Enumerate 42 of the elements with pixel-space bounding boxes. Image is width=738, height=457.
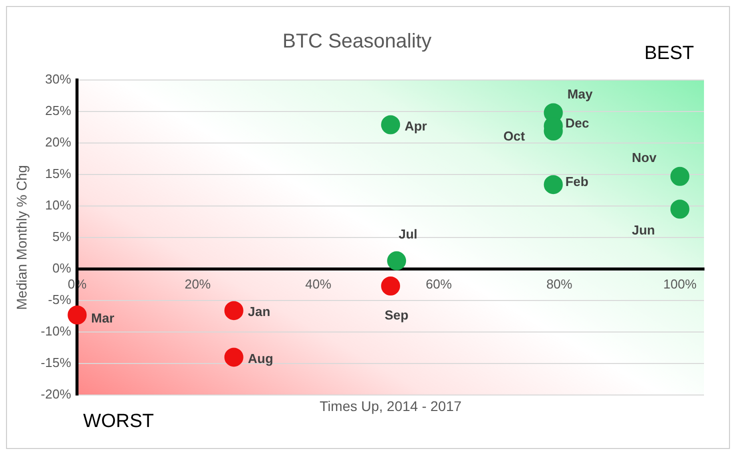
y-tick-label: -15% <box>40 355 72 370</box>
text: BEST <box>644 43 694 64</box>
point <box>670 166 690 186</box>
y-tick-label: 0% <box>52 260 72 276</box>
point <box>68 305 87 324</box>
point <box>544 175 563 194</box>
y-tick-label: 30% <box>45 72 72 87</box>
annotation: Sep <box>384 308 408 323</box>
annotation: May <box>567 86 594 102</box>
y-tick-label: 25% <box>45 103 72 118</box>
point <box>670 200 690 219</box>
annotation: Nov <box>632 150 658 165</box>
point <box>381 115 400 134</box>
point <box>224 301 244 320</box>
x-tick-label: 60% <box>426 276 452 292</box>
y-tick-label: 20% <box>45 134 72 150</box>
x-axis-title: Times Up, 2014 - 2017 <box>320 398 462 414</box>
annotation: Jun <box>632 222 656 238</box>
x-tick-label: 40% <box>305 276 332 292</box>
x-tick-label: 100% <box>663 276 697 292</box>
annotation: Apr <box>404 118 427 134</box>
annotation: Oct <box>503 128 526 144</box>
y-axis-title: Median Monthly % Chg <box>13 165 30 310</box>
annotation: Mar <box>91 310 114 326</box>
y-tick-label: 15% <box>45 166 72 182</box>
chart-title: BTC Seasonality <box>282 30 432 53</box>
text: WORST <box>83 411 154 432</box>
y-tick-label: -20% <box>40 386 72 402</box>
x-tick-label: 80% <box>546 276 573 292</box>
y-tick-label: -10% <box>40 324 72 339</box>
annotation: Dec <box>565 116 590 131</box>
point <box>224 348 244 367</box>
y-tick-label: 5% <box>52 229 72 244</box>
point <box>381 276 400 296</box>
annotation: Feb <box>565 174 588 190</box>
annotation: Jan <box>248 304 270 320</box>
annotation: Aug <box>248 350 274 366</box>
x-tick-label: 20% <box>184 276 212 292</box>
y-tick-label: 10% <box>45 198 72 213</box>
annotation: Jul <box>398 226 418 242</box>
y-tick-label: -5% <box>48 292 72 308</box>
point <box>387 251 406 270</box>
